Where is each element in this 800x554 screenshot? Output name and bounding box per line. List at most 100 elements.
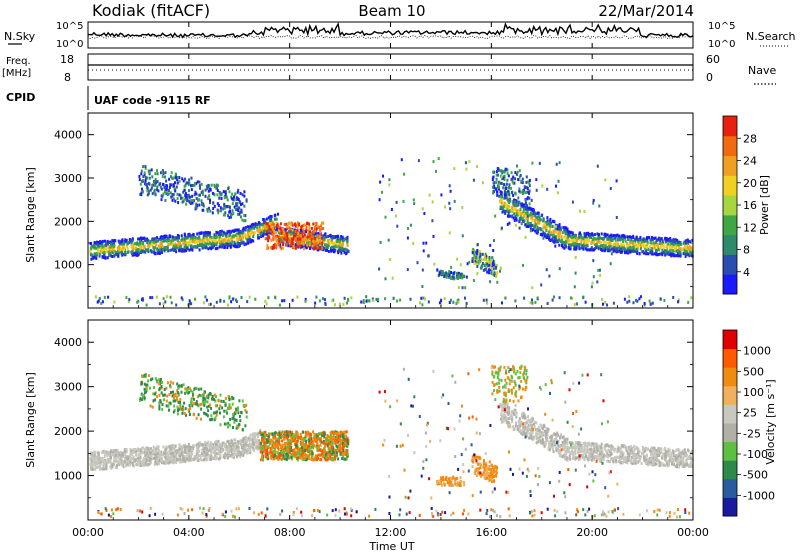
data-cell: [552, 239, 555, 243]
data-cell: [179, 447, 182, 451]
data-cell: [621, 245, 624, 249]
data-cell: [609, 248, 612, 252]
colorbar-tick-label: 24: [743, 155, 757, 168]
data-cell: [141, 462, 144, 466]
data-cell: [318, 241, 321, 245]
data-cell: [127, 457, 129, 461]
data-cell: [204, 242, 207, 246]
data-cell: [223, 299, 226, 303]
data-cell: [183, 444, 186, 448]
data-cell: [163, 249, 166, 253]
data-cell: [493, 263, 496, 267]
data-cell: [213, 192, 216, 196]
data-cell: [151, 184, 154, 187]
data-cell: [117, 254, 120, 258]
data-cell: [143, 237, 146, 240]
data-cell: [544, 221, 547, 225]
data-cell: [530, 213, 533, 217]
data-cell: [169, 242, 172, 246]
data-cell: [109, 254, 112, 258]
data-cell: [198, 449, 201, 453]
data-cell: [558, 226, 561, 230]
data-cell: [419, 301, 421, 305]
data-cell: [148, 176, 151, 180]
data-cell: [193, 239, 196, 243]
data-cell: [252, 235, 255, 239]
data-cell: [504, 167, 507, 171]
data-cell: [504, 190, 507, 194]
data-cell: [156, 248, 159, 252]
data-cell: [106, 459, 109, 463]
data-cell: [178, 245, 181, 249]
data-cell: [268, 236, 271, 240]
data-cell: [163, 186, 166, 190]
data-cell: [688, 253, 691, 257]
data-cell: [146, 189, 149, 193]
data-cell: [400, 158, 403, 162]
data-cell: [612, 234, 615, 237]
data-cell: [241, 443, 244, 447]
data-cell: [184, 233, 186, 237]
data-cell: [188, 189, 190, 193]
data-cell: [214, 457, 217, 461]
data-cell: [237, 212, 239, 216]
data-cell: [623, 297, 626, 301]
nsearch-trace: [87, 34, 694, 40]
data-cell: [200, 199, 203, 203]
data-cell: [221, 441, 224, 445]
data-cell: [242, 228, 245, 232]
data-cell: [484, 252, 487, 256]
data-cell: [622, 240, 625, 243]
data-cell: [444, 205, 446, 209]
data-cell: [184, 191, 187, 195]
data-cell: [265, 221, 268, 225]
data-cell: [212, 201, 215, 205]
data-cell: [174, 199, 177, 203]
data-cell: [137, 454, 140, 458]
data-cell: [384, 215, 387, 219]
data-cell: [377, 297, 380, 301]
data-cell: [248, 295, 251, 299]
data-cell: [133, 448, 136, 452]
data-cell: [604, 240, 607, 244]
data-cell: [206, 242, 209, 246]
data-cell: [507, 206, 510, 210]
data-cell: [267, 229, 270, 233]
data-cell: [486, 264, 489, 268]
data-cell: [649, 241, 652, 244]
data-cell: [171, 235, 174, 239]
data-cell: [266, 222, 269, 226]
data-cell: [91, 255, 94, 259]
data-cell: [250, 230, 253, 234]
data-cell: [224, 211, 227, 215]
data-cell: [144, 166, 147, 170]
data-cell: [496, 173, 499, 177]
data-cell: [285, 240, 288, 244]
data-cell: [113, 239, 115, 243]
data-cell: [500, 175, 503, 179]
data-cell: [309, 237, 312, 241]
data-cell: [478, 258, 481, 262]
data-cell: [657, 253, 660, 257]
data-cell: [604, 244, 607, 248]
data-cell: [347, 298, 350, 302]
data-cell: [286, 227, 289, 231]
data-cell: [150, 168, 153, 172]
data-cell: [334, 248, 337, 252]
data-cell: [396, 299, 399, 303]
data-cell: [535, 188, 538, 192]
data-cell: [166, 239, 169, 243]
data-cell: [161, 235, 164, 239]
data-cell: [214, 185, 216, 189]
data-cell: [186, 247, 189, 251]
data-cell: [207, 183, 210, 187]
data-cell: [128, 238, 131, 241]
data-cell: [495, 173, 498, 177]
data-cell: [238, 237, 241, 241]
data-cell: [94, 252, 97, 256]
data-cell: [501, 171, 504, 175]
data-cell: [140, 238, 143, 242]
data-cell: [529, 227, 532, 231]
data-cell: [472, 279, 475, 282]
data-cell: [575, 246, 578, 250]
